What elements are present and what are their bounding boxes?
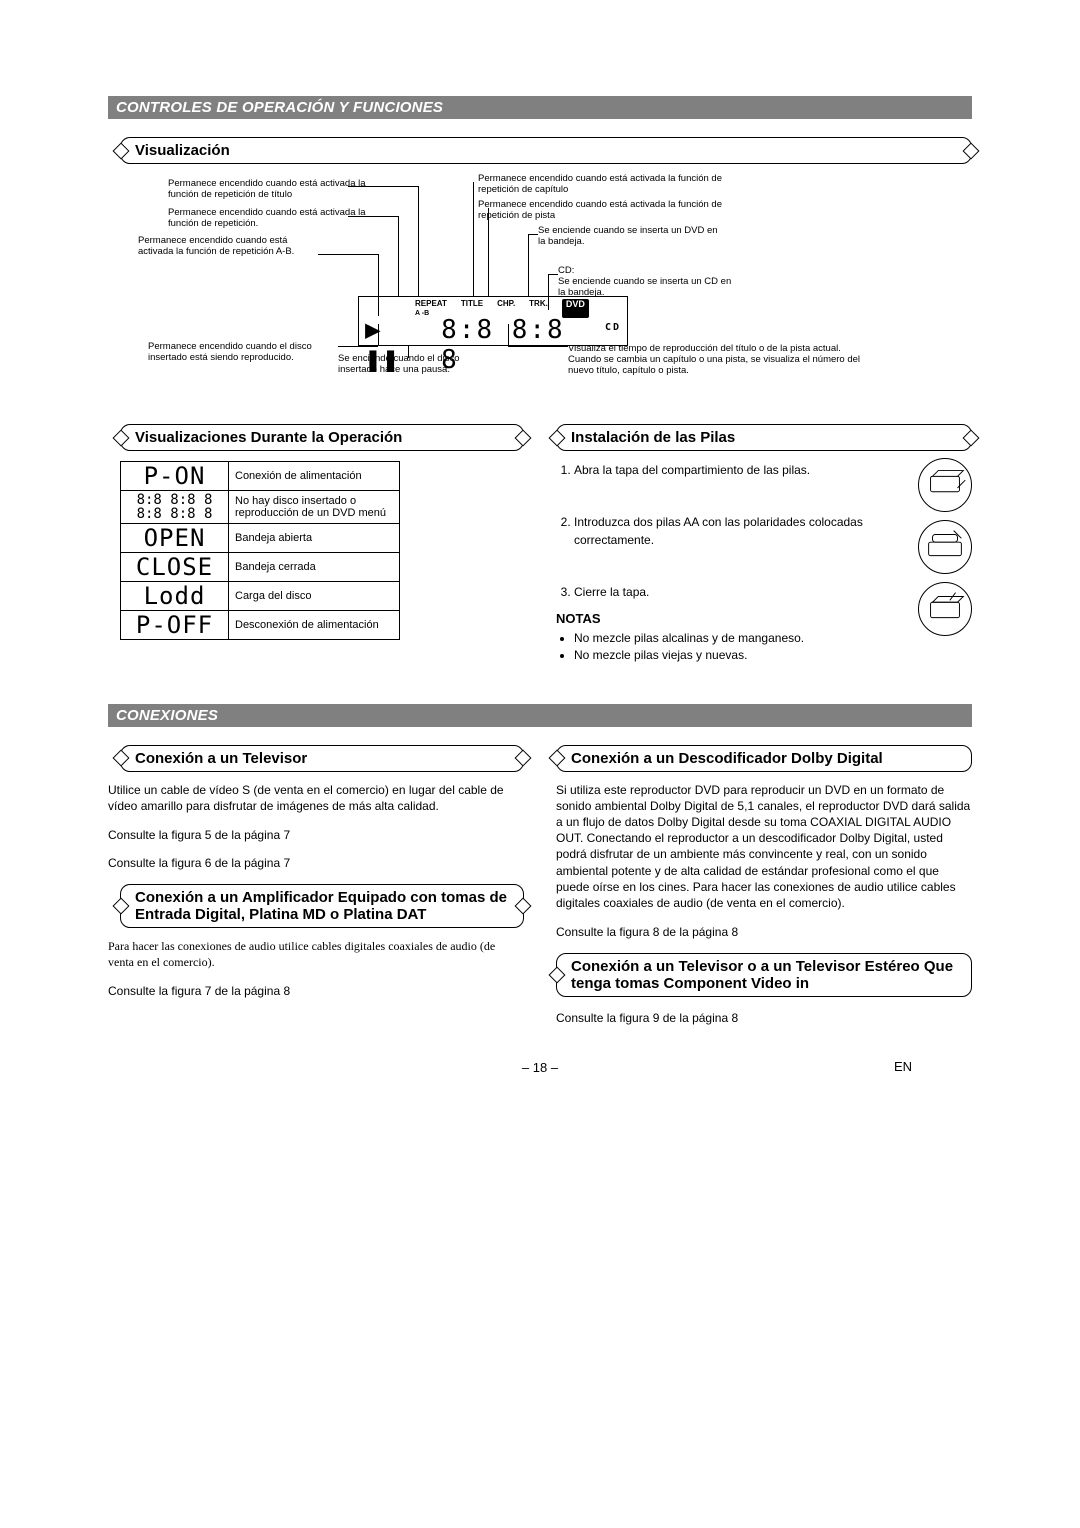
ops-subheader-label: Visualizaciones Durante la Operación [135, 429, 402, 446]
ops-subheader: Visualizaciones Durante la Operación [120, 424, 524, 451]
seg-cell: CLOSE [121, 553, 229, 582]
fig5-ref: Consulte la figura 5 de la página 7 [108, 828, 524, 842]
notas-heading: NOTAS [556, 611, 972, 626]
seg-cell: Lodd [121, 582, 229, 611]
list-item: Abra la tapa del compartimiento de las p… [574, 461, 908, 479]
pilas-subheader-label: Instalación de las Pilas [571, 429, 735, 446]
seg-cell: OPEN [121, 524, 229, 553]
visualizacion-label: Visualización [135, 142, 230, 159]
desc-cell: Bandeja cerrada [229, 553, 400, 582]
battery-fig-1 [918, 458, 972, 512]
battery-fig-3 [918, 582, 972, 636]
tv-subheader: Conexión a un Televisor [120, 745, 524, 772]
fig7-ref: Consulte la figura 7 de la página 8 [108, 984, 524, 998]
operations-table: P-ONConexión de alimentación 8:8 8:8 88:… [120, 461, 400, 640]
table-row: OPENBandeja abierta [121, 524, 400, 553]
callout-chapter-repeat: Permanece encendido cuando está activada… [478, 174, 738, 196]
visualizacion-subheader: Visualización [120, 137, 972, 164]
list-item: Introduzca dos pilas AA con las polarida… [574, 513, 908, 549]
component-subheader-label: Conexión a un Televisor o a un Televisor… [571, 958, 953, 992]
page-number: – 18 – [522, 1060, 558, 1075]
table-row: LoddCarga del disco [121, 582, 400, 611]
battery-steps: Abra la tapa del compartimiento de las p… [556, 461, 972, 601]
notas-list: No mezcle pilas alcalinas y de manganeso… [556, 630, 972, 664]
page-lang: EN [894, 1059, 912, 1074]
list-item: No mezcle pilas viejas y nuevas. [574, 647, 972, 664]
seg-cell: P-OFF [121, 611, 229, 640]
callout-dvd-in: Se enciende cuando se inserta un DVD en … [538, 226, 718, 248]
battery-fig-2 [918, 520, 972, 574]
desc-cell: Conexión de alimentación [229, 462, 400, 491]
desc-cell: Bandeja abierta [229, 524, 400, 553]
tv-body: Utilice un cable de vídeo S (de venta en… [108, 782, 524, 814]
desc-cell: Carga del disco [229, 582, 400, 611]
callout-title-repeat: Permanece encendido cuando está activada… [168, 179, 388, 201]
seg-cell: 8:8 8:8 88:8 8:8 8 [121, 491, 229, 524]
amp-subheader-label: Conexión a un Amplificador Equipado con … [135, 889, 507, 923]
amp-subheader: Conexión a un Amplificador Equipado con … [120, 884, 524, 928]
section-conexiones-header: CONEXIONES [108, 704, 972, 727]
callout-cd-in: CD: Se enciende cuando se inserta un CD … [558, 266, 738, 299]
section-controles-header: CONTROLES DE OPERACIÓN Y FUNCIONES [108, 96, 972, 119]
component-subheader: Conexión a un Televisor o a un Televisor… [556, 953, 972, 997]
table-row: 8:8 8:8 88:8 8:8 8No hay disco insertado… [121, 491, 400, 524]
seg-cell: P-ON [121, 462, 229, 491]
dolby-subheader-label: Conexión a un Descodificador Dolby Digit… [571, 750, 883, 767]
callout-playing: Permanece encendido cuando el disco inse… [148, 342, 338, 364]
table-row: CLOSEBandeja cerrada [121, 553, 400, 582]
list-item: Cierre la tapa. [574, 583, 908, 601]
amp-body: Para hacer las conexiones de audio utili… [108, 938, 524, 970]
desc-cell: Desconexión de alimentación [229, 611, 400, 640]
lcd-cd-label: CD [605, 322, 621, 334]
tv-subheader-label: Conexión a un Televisor [135, 750, 307, 767]
fig8-ref: Consulte la figura 8 de la página 8 [556, 925, 972, 939]
callout-track-repeat: Permanece encendido cuando está activada… [478, 200, 738, 222]
fig6-ref: Consulte la figura 6 de la página 7 [108, 856, 524, 870]
callout-ab: Permanece encendido cuando está activada… [138, 236, 318, 258]
desc-cell: No hay disco insertado o reproducción de… [229, 491, 400, 524]
pilas-subheader: Instalación de las Pilas [556, 424, 972, 451]
callout-repeat: Permanece encendido cuando está activada… [168, 208, 388, 230]
table-row: P-OFFDesconexión de alimentación [121, 611, 400, 640]
fig9-ref: Consulte la figura 9 de la página 8 [556, 1011, 972, 1025]
dolby-subheader: Conexión a un Descodificador Dolby Digit… [556, 745, 972, 772]
dolby-body: Si utiliza este reproductor DVD para rep… [556, 782, 972, 912]
list-item: No mezcle pilas alcalinas y de manganeso… [574, 630, 972, 647]
lcd-display: REPEATA -B TITLE CHP. TRK. DVD ▶ ❚❚ 8:8 … [358, 296, 628, 346]
display-diagram: Permanece encendido cuando está activada… [108, 174, 972, 394]
table-row: P-ONConexión de alimentación [121, 462, 400, 491]
